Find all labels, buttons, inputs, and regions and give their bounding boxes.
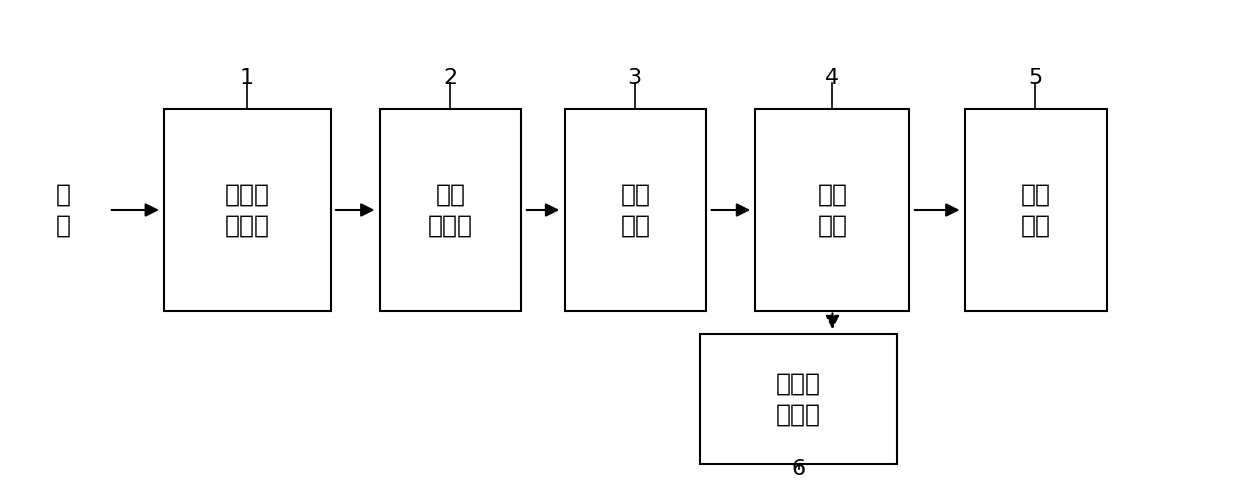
- Bar: [564, 110, 707, 311]
- Text: 电流电
压转换: 电流电 压转换: [224, 182, 270, 238]
- Bar: [965, 110, 1106, 311]
- Text: 6: 6: [791, 459, 806, 479]
- Text: 4: 4: [825, 68, 839, 88]
- Bar: [164, 110, 331, 311]
- Text: 2: 2: [443, 68, 458, 88]
- Text: 信号
处理: 信号 处理: [817, 182, 847, 238]
- Bar: [755, 110, 909, 311]
- Text: 无线数
据传输: 无线数 据传输: [776, 371, 821, 427]
- Text: 电
流: 电 流: [56, 182, 71, 238]
- Text: 1: 1: [239, 68, 254, 88]
- Text: 液晶
显示: 液晶 显示: [1021, 182, 1050, 238]
- Bar: [379, 110, 522, 311]
- Text: 模数
转换: 模数 转换: [620, 182, 651, 238]
- Text: 5: 5: [1028, 68, 1042, 88]
- Text: 低通
滤波器: 低通 滤波器: [428, 182, 474, 238]
- Text: 3: 3: [627, 68, 642, 88]
- Bar: [701, 335, 897, 464]
